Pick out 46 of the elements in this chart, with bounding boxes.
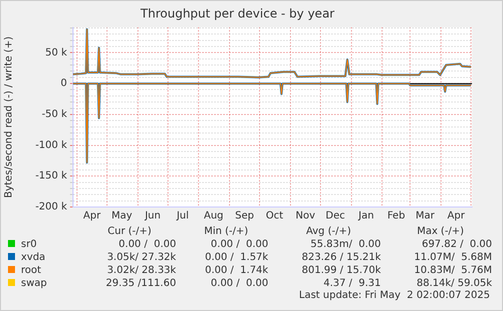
text: 55.83m/ 0.00 [310, 238, 382, 251]
text: Min (-/+) [203, 225, 250, 238]
text: 823.26 / 15.21k [300, 251, 382, 264]
x-tick-label: Jan [358, 210, 374, 222]
text: 4.37 / 9.31 [322, 277, 382, 290]
text: 0.00 / 0.00 [210, 277, 270, 290]
text: 10.83M/ 5.76M [413, 264, 493, 277]
legend-label: sr0 [21, 239, 37, 250]
text: Max (-/+) [416, 225, 465, 238]
text: 801.99 / 15.70k [300, 264, 382, 277]
x-tick-label: Mar [416, 210, 436, 222]
y-tick-label: -150 k [35, 170, 68, 182]
chart-title: Throughput per device - by year [140, 6, 335, 20]
x-tick-label: Feb [387, 210, 406, 222]
text: 0.00 / 0.00 [118, 238, 178, 251]
text: 11.07M/ 5.68M [413, 251, 493, 264]
text: 3.05k/ 27.32k [106, 251, 178, 264]
x-tick-label: Jun [144, 210, 161, 222]
text: 0.00 / 0.00 [210, 238, 270, 251]
x-tick-label: Apr [447, 210, 466, 222]
x-tick-label: Jul [176, 210, 189, 222]
x-tick-label: Dec [326, 210, 346, 222]
x-tick-label: Nov [296, 210, 316, 222]
text: Avg (-/+) [305, 225, 352, 238]
text: 0.00 / 1.74k [204, 264, 270, 277]
text: Cur (-/+) [106, 225, 152, 238]
text: 88.14k/ 59.05k [416, 277, 493, 290]
x-tick-label: Aug [204, 210, 224, 222]
legend-label: root [21, 265, 42, 276]
text: 3.02k/ 28.33k [106, 264, 178, 277]
x-tick-label: Sep [235, 210, 254, 222]
legend-label: xvda [21, 252, 46, 263]
y-tick-label: 0 [60, 78, 67, 90]
y-axis-title: Bytes/second read (-) / write (+) [4, 36, 15, 198]
x-tick-label: Oct [266, 210, 284, 222]
legend-label: swap [21, 278, 47, 289]
x-tick-label: May [112, 210, 132, 222]
x-tick-label: Apr [83, 210, 102, 222]
text: Last update: Fri May 2 02:00:07 2025 [298, 290, 491, 301]
y-tick-label: -100 k [35, 140, 68, 151]
y-tick-label: -50 k [42, 109, 68, 120]
text: 29.35 /111.60 [104, 277, 178, 290]
text: 0.00 / 1.57k [204, 251, 270, 264]
text: 697.82 / 0.00 [420, 238, 493, 251]
y-tick-label: -200 k [35, 202, 68, 213]
y-tick-label: 50 k [45, 47, 68, 58]
